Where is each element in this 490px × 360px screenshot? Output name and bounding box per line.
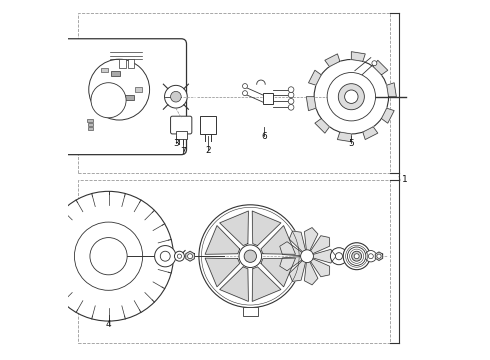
Circle shape [365,251,376,262]
Polygon shape [387,83,396,97]
Text: 5: 5 [348,139,354,148]
Polygon shape [280,256,307,271]
Polygon shape [205,226,240,254]
Polygon shape [220,211,248,246]
Circle shape [377,254,381,258]
Text: 4: 4 [106,320,111,329]
Circle shape [347,247,366,265]
Circle shape [174,251,184,261]
Polygon shape [306,97,316,111]
Bar [78,180,391,343]
Polygon shape [289,231,307,256]
Circle shape [343,243,370,270]
Bar [100,107,108,112]
Polygon shape [309,70,321,85]
Text: 2: 2 [206,147,211,156]
Polygon shape [261,226,295,254]
Bar [119,59,125,68]
Polygon shape [325,54,340,67]
Polygon shape [304,228,318,256]
Polygon shape [315,118,329,133]
Polygon shape [381,108,394,123]
Circle shape [288,104,294,110]
Circle shape [352,251,362,261]
Text: 6: 6 [262,132,268,141]
Circle shape [288,87,294,93]
Polygon shape [307,256,330,277]
Circle shape [327,72,375,121]
Circle shape [338,84,365,110]
Circle shape [330,248,347,265]
Circle shape [368,254,373,259]
Polygon shape [375,252,383,260]
Circle shape [239,245,262,267]
Polygon shape [351,52,365,61]
Polygon shape [252,211,281,246]
Bar [176,131,187,139]
Bar [128,59,134,68]
Bar [125,95,134,100]
Circle shape [90,238,127,275]
Circle shape [354,254,359,259]
Circle shape [243,84,247,89]
Polygon shape [363,127,378,140]
Bar [263,93,273,104]
Circle shape [243,91,247,96]
Bar [88,127,93,130]
Bar [243,306,258,316]
Bar [88,123,93,126]
Circle shape [244,250,256,262]
Bar [135,87,142,92]
Circle shape [155,246,176,267]
Polygon shape [261,258,295,287]
Bar [200,116,216,134]
Circle shape [177,254,182,258]
Polygon shape [307,249,336,263]
Bar [87,119,93,122]
Bar [111,71,120,76]
FancyBboxPatch shape [59,39,187,155]
Circle shape [44,192,173,321]
Text: 7: 7 [180,147,186,156]
Circle shape [74,222,143,290]
Polygon shape [338,132,351,142]
Polygon shape [220,267,248,301]
Circle shape [288,92,294,98]
Polygon shape [373,60,388,75]
Polygon shape [205,258,240,287]
Bar [98,95,106,100]
Circle shape [301,250,314,262]
Bar [78,13,391,173]
Circle shape [288,99,294,104]
Polygon shape [307,236,330,256]
Text: 3: 3 [173,139,179,148]
Circle shape [160,251,170,261]
Circle shape [165,85,187,108]
Polygon shape [252,267,281,301]
Circle shape [372,61,377,66]
Circle shape [335,253,343,260]
Circle shape [171,91,181,102]
Polygon shape [304,256,318,285]
Bar [100,68,108,72]
Circle shape [188,254,193,259]
Polygon shape [289,256,307,282]
Circle shape [89,59,149,120]
Circle shape [91,83,126,118]
Polygon shape [280,242,307,256]
Circle shape [314,59,389,134]
Text: 1: 1 [402,175,408,184]
Circle shape [344,90,358,103]
FancyBboxPatch shape [171,116,192,134]
Circle shape [199,205,302,307]
Polygon shape [186,251,195,261]
